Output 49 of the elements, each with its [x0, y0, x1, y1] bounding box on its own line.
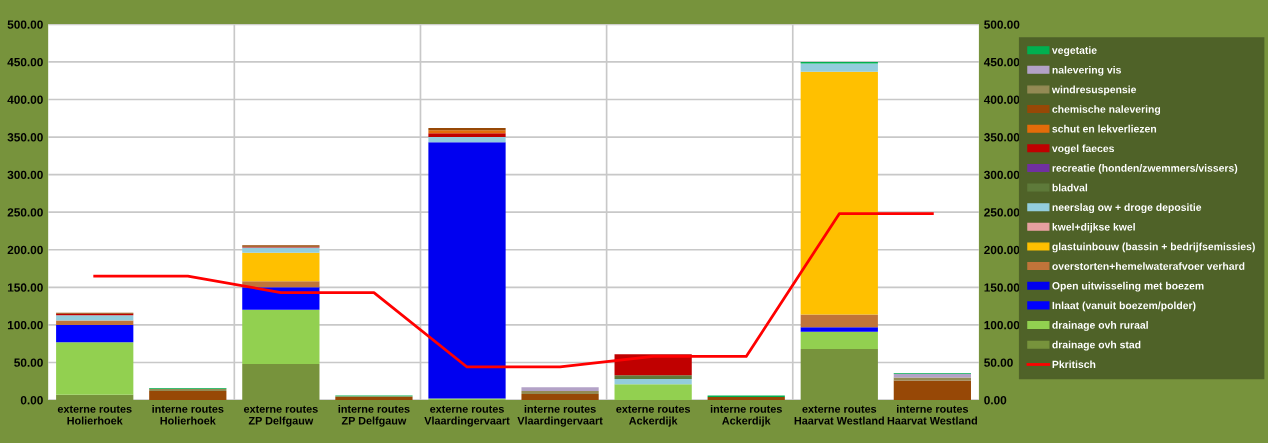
y2-tick-label: 50.00	[984, 358, 1013, 367]
y2-tick-label: 150.00	[984, 283, 1020, 292]
x-tick-label: interne routes ZP Delfgauw	[338, 404, 410, 427]
legend-label: overstorten+hemelwaterafvoer verhard	[1052, 262, 1245, 270]
y2-tick-label: 250.00	[984, 208, 1020, 217]
x-tick-label: interne routes Haarvat Westland	[887, 404, 978, 425]
x-tick-label: externe routes Vlaardingervaart	[424, 405, 510, 427]
y-tick-label: 50.00	[14, 358, 43, 367]
y2-tick-label: 300.00	[984, 170, 1020, 180]
legend-label: Inlaat (vanuit boezem/polder)	[1052, 301, 1196, 312]
y2-tick-label: 400.00	[983, 95, 1020, 104]
legend-label: drainage ovh stad	[1052, 340, 1141, 351]
x-tick-label: externe routes Holierhoek	[57, 405, 132, 425]
x-tick-label: externe routes Ackerdijk	[616, 405, 691, 427]
y-tick-label: 150.00	[7, 283, 43, 292]
x-tick-label: interne routes Vlaardingervaart	[517, 404, 603, 427]
y-tick-label: 100.00	[7, 320, 43, 330]
legend-label: Pkritisch	[1052, 360, 1096, 369]
y-tick-label: 300.00	[7, 170, 43, 180]
legend-label: Open uitwisseling met boezem	[1052, 281, 1204, 292]
x-tick-label: interne routes Holierhoek	[152, 404, 224, 425]
legend-label: glastuinbouw (bassin + bedrijfsemissies)	[1052, 242, 1255, 253]
y-tick-label: 350.00	[7, 133, 43, 142]
legend-label: vogel faeces	[1051, 144, 1115, 155]
legend-label: drainage ovh ruraal	[1052, 321, 1148, 331]
y2-tick-label: 500.00	[984, 20, 1020, 29]
y-tick-label: 500.00	[7, 20, 43, 29]
x-tick-label: interne routes Ackerdijk	[710, 404, 782, 427]
y2-tick-label: 0.00	[984, 396, 1007, 405]
y-tick-label: 250.00	[7, 208, 43, 217]
y2-tick-label: 350.00	[984, 133, 1020, 142]
y2-tick-label: 100.00	[984, 320, 1020, 330]
y2-tick-label: 450.00	[983, 57, 1020, 67]
y-tick-label: 200.00	[7, 245, 43, 255]
legend-label: windresuspensie	[1051, 85, 1137, 96]
legend-label: vegetatie	[1051, 46, 1097, 57]
legend-label: nalevering vis	[1052, 65, 1121, 76]
legend-label: bladval	[1052, 183, 1088, 192]
legend-label: kwel+dijkse kwel	[1052, 222, 1135, 233]
x-tick-label: externe routes ZP Delfgauw	[243, 405, 318, 427]
y-tick-label: 450.00	[7, 57, 43, 67]
legend-label: chemische nalevering	[1052, 105, 1161, 115]
x-tick-label: externe routes Haarvat Westland	[794, 405, 884, 425]
y-tick-label: 400.00	[7, 95, 43, 104]
legend-label: recreatie (honden/zwemmers/vissers)	[1052, 164, 1238, 174]
legend-label: schut en lekverliezen	[1052, 124, 1157, 133]
y2-tick-label: 200.00	[984, 245, 1020, 255]
legend-label: neerslag ow + droge depositie	[1052, 203, 1202, 214]
y-tick-label: 0.00	[20, 396, 43, 405]
